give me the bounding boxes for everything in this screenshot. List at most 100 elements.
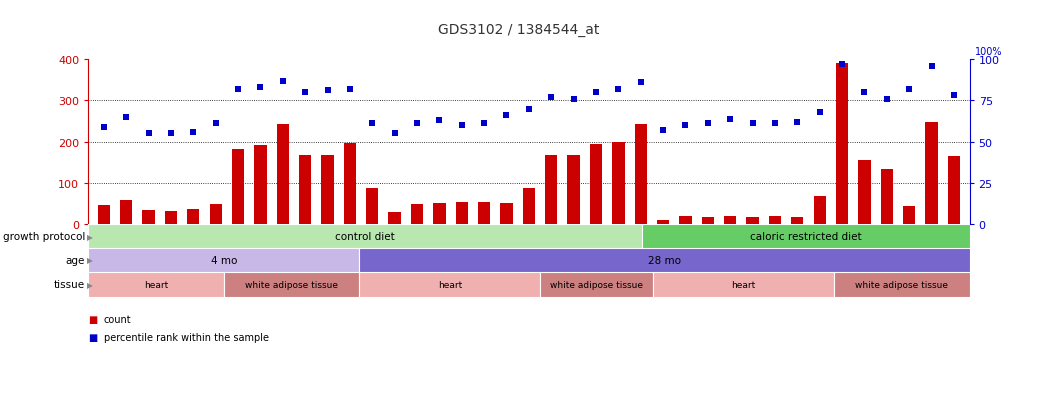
Text: ■: ■: [88, 332, 97, 342]
Bar: [880, 169, 893, 225]
Point: [118, 114, 135, 121]
Text: 4 mo: 4 mo: [211, 255, 236, 265]
Point: [857, 90, 873, 96]
Bar: [88, 248, 360, 272]
Bar: [590, 145, 602, 225]
Bar: [500, 203, 512, 225]
Bar: [791, 218, 804, 225]
Point: [521, 106, 537, 113]
Point: [230, 86, 247, 93]
Text: ▶: ▶: [87, 280, 93, 289]
Bar: [277, 125, 289, 225]
Bar: [702, 218, 714, 225]
Point: [185, 129, 201, 136]
Point: [453, 123, 470, 129]
Point: [543, 95, 560, 101]
Bar: [903, 206, 916, 225]
Bar: [478, 202, 491, 225]
Text: control diet: control diet: [335, 232, 395, 242]
Point: [766, 121, 783, 128]
Point: [901, 86, 918, 93]
Point: [677, 123, 694, 129]
Point: [95, 124, 112, 131]
Bar: [657, 221, 669, 225]
Text: heart: heart: [731, 280, 756, 289]
Bar: [97, 205, 110, 225]
Text: ■: ■: [88, 314, 97, 324]
Point: [476, 121, 493, 128]
Bar: [254, 146, 267, 225]
Bar: [724, 216, 736, 225]
Text: growth protocol: growth protocol: [3, 232, 85, 242]
Point: [163, 131, 179, 138]
Point: [811, 109, 828, 116]
Bar: [299, 156, 311, 225]
Bar: [411, 205, 423, 225]
Bar: [343, 144, 356, 225]
Bar: [165, 211, 177, 225]
Point: [252, 85, 269, 91]
Bar: [948, 157, 960, 225]
Point: [409, 121, 425, 128]
Bar: [834, 272, 970, 297]
Point: [700, 121, 717, 128]
Text: GDS3102 / 1384544_at: GDS3102 / 1384544_at: [438, 23, 599, 37]
Point: [431, 118, 448, 124]
Bar: [925, 123, 937, 225]
Point: [297, 90, 313, 96]
Bar: [540, 272, 653, 297]
Bar: [120, 201, 133, 225]
Bar: [679, 216, 692, 225]
Bar: [635, 125, 647, 225]
Text: age: age: [65, 255, 85, 265]
Text: white adipose tissue: white adipose tissue: [551, 280, 643, 289]
Bar: [642, 225, 970, 248]
Bar: [321, 156, 334, 225]
Point: [878, 96, 895, 103]
Bar: [612, 142, 624, 225]
Point: [610, 86, 626, 93]
Bar: [360, 248, 970, 272]
Text: caloric restricted diet: caloric restricted diet: [750, 232, 862, 242]
Bar: [768, 216, 781, 225]
Bar: [747, 218, 759, 225]
Bar: [142, 210, 155, 225]
Point: [341, 86, 358, 93]
Text: tissue: tissue: [54, 280, 85, 290]
Bar: [366, 188, 379, 225]
Bar: [232, 150, 244, 225]
Bar: [360, 272, 540, 297]
Text: 100%: 100%: [975, 47, 1003, 57]
Text: white adipose tissue: white adipose tissue: [245, 280, 338, 289]
Text: white adipose tissue: white adipose tissue: [856, 280, 948, 289]
Point: [633, 80, 649, 86]
Bar: [389, 212, 400, 225]
Point: [588, 90, 605, 96]
Point: [923, 63, 940, 70]
Point: [140, 131, 157, 138]
Point: [275, 78, 291, 85]
Bar: [836, 64, 848, 225]
Text: heart: heart: [144, 280, 168, 289]
Point: [207, 121, 224, 128]
Bar: [545, 156, 558, 225]
Bar: [187, 209, 199, 225]
Point: [654, 128, 671, 134]
Bar: [653, 272, 834, 297]
Bar: [814, 197, 825, 225]
Text: percentile rank within the sample: percentile rank within the sample: [104, 332, 269, 342]
Point: [565, 96, 582, 103]
Point: [834, 62, 850, 68]
Point: [498, 113, 514, 119]
Bar: [859, 161, 871, 225]
Text: count: count: [104, 314, 132, 324]
Bar: [523, 188, 535, 225]
Point: [722, 116, 738, 123]
Text: heart: heart: [438, 280, 461, 289]
Bar: [209, 204, 222, 225]
Point: [946, 93, 962, 100]
Bar: [455, 203, 468, 225]
Text: ▶: ▶: [87, 256, 93, 265]
Bar: [88, 272, 224, 297]
Text: 28 mo: 28 mo: [648, 255, 681, 265]
